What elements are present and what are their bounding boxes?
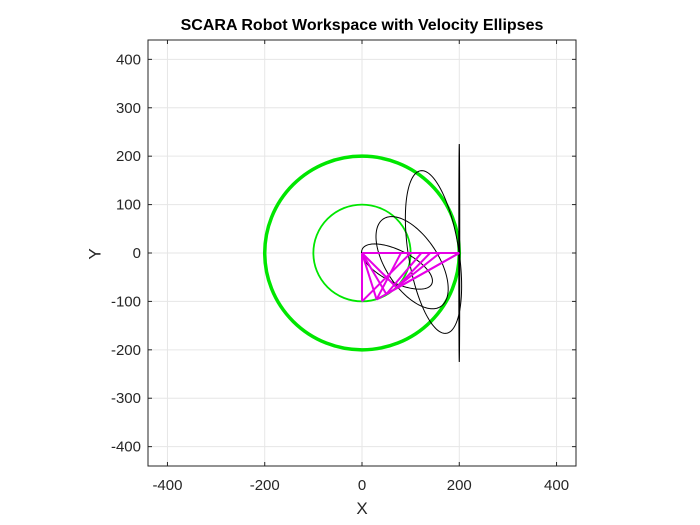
x-tick-label: -400 (152, 477, 182, 494)
arm-link (385, 252, 423, 295)
arm-link (395, 252, 441, 289)
x-tick-label: -200 (250, 477, 280, 494)
y-tick-label: 100 (116, 197, 141, 214)
velocity-ellipse (458, 143, 461, 363)
arm-link (395, 252, 431, 289)
y-tick-label: 300 (116, 100, 141, 117)
y-tick-label: 200 (116, 148, 141, 165)
arm-link (361, 252, 398, 289)
arm-link (385, 252, 460, 296)
y-axis-label: Y (85, 248, 104, 259)
plot-data (262, 143, 463, 363)
arm-link (361, 252, 378, 300)
velocity-ellipse (375, 216, 449, 310)
y-tick-label: -100 (111, 293, 141, 310)
y-tick-label: 400 (116, 51, 141, 68)
x-tick-label: 200 (447, 477, 472, 494)
arm-link (361, 252, 412, 303)
grid (148, 40, 576, 466)
x-tick-label: 400 (544, 477, 569, 494)
y-tick-label: 0 (133, 245, 141, 262)
arm-link (375, 252, 402, 300)
y-tick-label: -400 (111, 439, 141, 456)
y-tick-label: -300 (111, 390, 141, 407)
x-tick-label: 0 (358, 477, 366, 494)
x-axis-label: X (356, 499, 367, 518)
velocity-ellipse (404, 170, 463, 334)
y-tick-label: -200 (111, 342, 141, 359)
ticks: -400 -200 0 200 400 -400 -300 -200 -100 0 100 200 30… (111, 40, 576, 494)
chart-title: SCARA Robot Workspace with Velocity Elli… (181, 17, 544, 34)
